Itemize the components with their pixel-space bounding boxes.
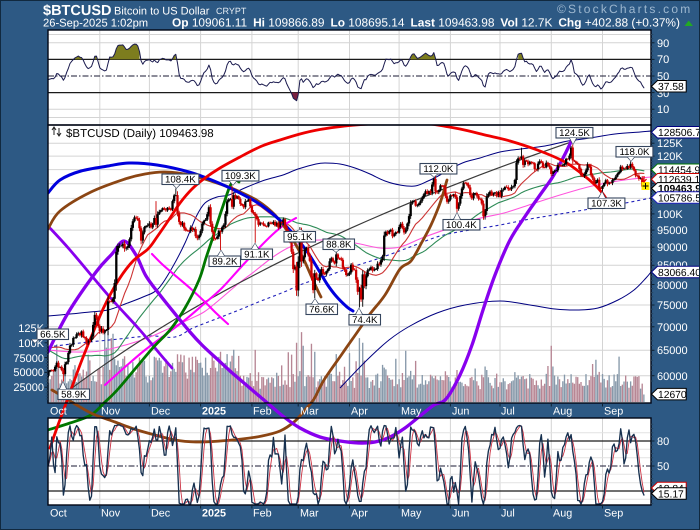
svg-text:Aug: Aug <box>553 406 572 418</box>
svg-text:Apr: Apr <box>351 508 368 520</box>
svg-text:12670: 12670 <box>658 390 687 401</box>
svg-text:May: May <box>401 406 422 418</box>
svg-text:Mar: Mar <box>300 406 319 418</box>
svg-text:112639.1: 112639.1 <box>658 175 700 186</box>
svg-text:95000: 95000 <box>657 225 688 237</box>
svg-text:Nov: Nov <box>101 508 121 520</box>
svg-text:76.6K: 76.6K <box>309 304 335 315</box>
svg-text:70: 70 <box>657 54 669 66</box>
svg-text:100.4K: 100.4K <box>446 220 477 231</box>
svg-text:65000: 65000 <box>657 345 688 357</box>
svg-text:100K: 100K <box>18 338 44 350</box>
svg-text:100K: 100K <box>657 209 683 221</box>
svg-text:66.5K: 66.5K <box>40 329 66 340</box>
svg-text:80: 80 <box>657 436 669 448</box>
svg-text:Sep: Sep <box>604 508 623 520</box>
svg-text:80000: 80000 <box>657 280 688 292</box>
svg-text:109463.98: 109463.98 <box>658 184 700 195</box>
svg-text:2025: 2025 <box>202 406 226 418</box>
svg-text:©StockCharts.com: ©StockCharts.com <box>557 2 692 16</box>
svg-text:120K: 120K <box>657 151 683 163</box>
svg-text:Mar: Mar <box>300 508 319 520</box>
svg-text:50000: 50000 <box>13 367 44 379</box>
svg-text:26-Sep-2025 1:02pm: 26-Sep-2025 1:02pm <box>43 18 148 30</box>
svg-text:50: 50 <box>657 71 669 83</box>
svg-text:2025: 2025 <box>202 508 226 520</box>
svg-text:Jul: Jul <box>501 406 515 418</box>
svg-text:74.4K: 74.4K <box>352 315 378 326</box>
svg-text:Dec: Dec <box>151 406 171 418</box>
svg-text:Apr: Apr <box>351 406 368 418</box>
svg-text:15.17: 15.17 <box>658 489 684 500</box>
svg-text:114454.9: 114454.9 <box>658 166 700 177</box>
svg-text:10: 10 <box>657 104 669 116</box>
svg-text:25000: 25000 <box>13 382 44 394</box>
svg-text:Op 109061.11 Hi 109866.89 Lo 1: Op 109061.11 Hi 109866.89 Lo 108695.14 L… <box>172 16 680 30</box>
svg-text:107.3K: 107.3K <box>591 198 622 209</box>
svg-text:Aug: Aug <box>553 508 572 520</box>
svg-text:Oct: Oct <box>50 508 67 520</box>
svg-text:Oct: Oct <box>50 406 67 418</box>
svg-text:90000: 90000 <box>657 242 688 254</box>
svg-text:89.2K: 89.2K <box>212 256 238 267</box>
svg-text:Feb: Feb <box>253 406 272 418</box>
svg-text:105786.5: 105786.5 <box>658 193 700 204</box>
svg-text:37.58: 37.58 <box>658 82 684 93</box>
svg-text:Dec: Dec <box>151 508 171 520</box>
svg-text:109.3K: 109.3K <box>225 171 256 182</box>
svg-text:CRYPT: CRYPT <box>216 6 247 16</box>
svg-text:124.5K: 124.5K <box>559 128 590 139</box>
svg-text:Nov: Nov <box>101 406 121 418</box>
svg-text:118.0K: 118.0K <box>620 147 651 158</box>
svg-text:88.8K: 88.8K <box>326 239 352 250</box>
svg-text:$BTCUSD: $BTCUSD <box>43 3 111 19</box>
svg-text:50: 50 <box>657 461 669 473</box>
svg-text:108.4K: 108.4K <box>165 174 196 185</box>
svg-text:112.0K: 112.0K <box>423 164 454 175</box>
svg-text:60000: 60000 <box>657 371 688 383</box>
svg-text:58.9K: 58.9K <box>61 389 87 400</box>
svg-text:Jul: Jul <box>501 508 515 520</box>
svg-text:May: May <box>401 508 422 520</box>
svg-text:70000: 70000 <box>657 322 688 334</box>
svg-text:128506.7: 128506.7 <box>658 128 700 139</box>
svg-text:Sep: Sep <box>604 406 623 418</box>
svg-text:Jun: Jun <box>452 508 469 520</box>
svg-text:90: 90 <box>657 38 669 50</box>
svg-text:125K: 125K <box>657 138 683 150</box>
svg-text:$BTCUSD (Daily) 109463.98: $BTCUSD (Daily) 109463.98 <box>66 128 214 140</box>
svg-text:Bitcoin to US Dollar: Bitcoin to US Dollar <box>114 6 210 18</box>
svg-text:75000: 75000 <box>657 300 688 312</box>
svg-text:91.1K: 91.1K <box>244 249 270 260</box>
svg-text:75000: 75000 <box>13 353 44 365</box>
svg-text:83066.40: 83066.40 <box>658 268 700 279</box>
svg-text:95.1K: 95.1K <box>287 232 313 243</box>
svg-text:Jun: Jun <box>452 406 469 418</box>
svg-text:Feb: Feb <box>253 508 272 520</box>
